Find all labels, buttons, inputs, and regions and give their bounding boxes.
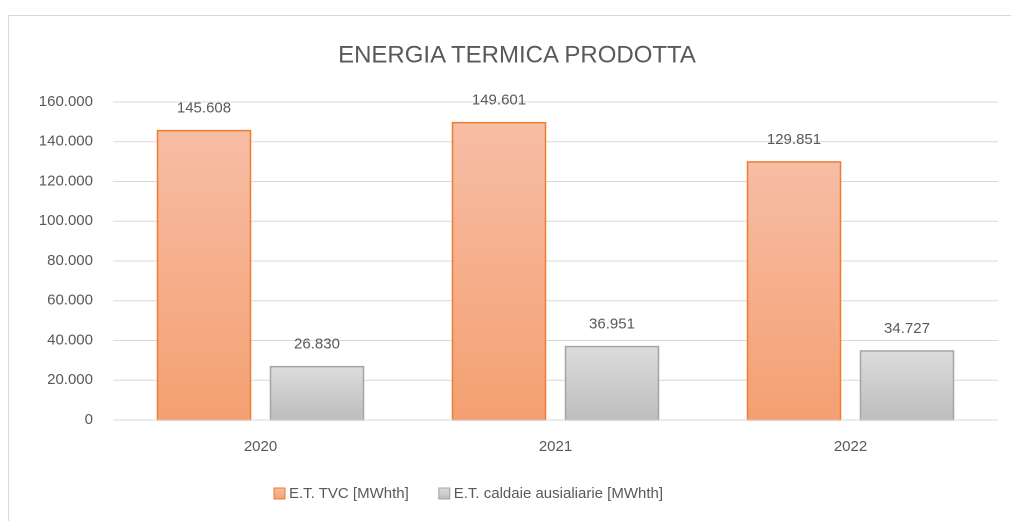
bar — [156, 129, 252, 421]
x-tick-label: 2022 — [834, 438, 867, 455]
bar — [859, 350, 955, 421]
x-tick-label: 2021 — [539, 438, 572, 455]
y-tick-label: 0 — [85, 411, 93, 428]
data-label: 145.608 — [177, 100, 231, 117]
y-tick-label: 80.000 — [47, 252, 93, 269]
data-label: 36.951 — [589, 316, 635, 333]
y-tick-label: 40.000 — [47, 331, 93, 348]
y-tick-label: 20.000 — [47, 371, 93, 388]
y-tick-label: 60.000 — [47, 292, 93, 309]
data-label: 26.830 — [294, 336, 340, 353]
y-tick-label: 120.000 — [39, 172, 93, 189]
x-tick-label: 2020 — [244, 438, 277, 455]
y-tick-label: 140.000 — [39, 133, 93, 150]
bar — [746, 161, 842, 421]
data-label: 149.601 — [472, 92, 526, 109]
chart-title: ENERGIA TERMICA PRODOTTA — [338, 41, 696, 68]
legend-label: E.T. TVC [MWhth] — [289, 485, 409, 502]
legend-swatch — [273, 487, 286, 500]
y-tick-label: 100.000 — [39, 212, 93, 229]
data-label: 34.727 — [884, 320, 930, 337]
data-label: 129.851 — [767, 131, 821, 148]
bar — [269, 365, 365, 421]
legend-label: E.T. caldaie ausialiarie [MWhth] — [454, 485, 663, 502]
bar — [451, 121, 547, 421]
y-tick-label: 160.000 — [39, 93, 93, 110]
legend-swatch — [438, 487, 451, 500]
bar — [564, 345, 660, 421]
